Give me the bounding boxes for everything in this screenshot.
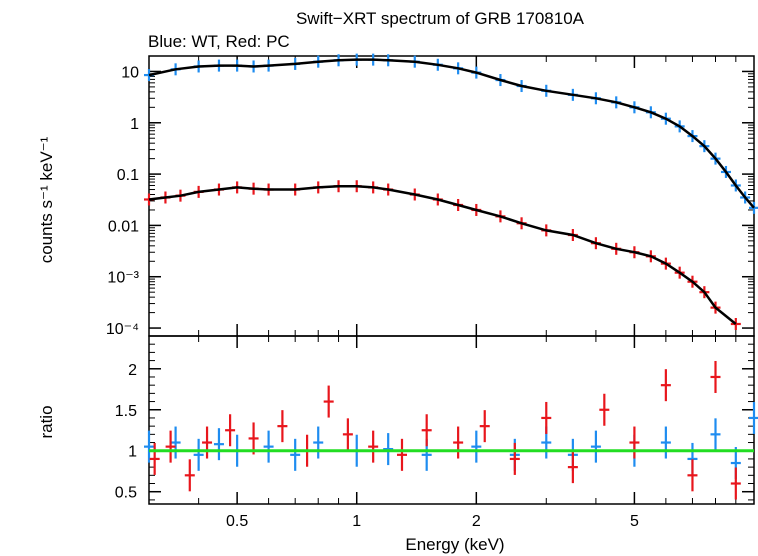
spectrum-y-axis-label: counts s⁻¹ keV⁻¹: [37, 136, 56, 263]
y-tick-label: 2: [128, 362, 137, 379]
y-tick-label: 10⁻³: [107, 270, 139, 287]
series-layer: [144, 53, 758, 500]
ticks-layer: 0.5 1 2 5 10⁻⁴ 10⁻³ 0.01 0.1 1 10 0.5 1 1.5 2: [106, 55, 754, 530]
model-curve: [148, 184, 737, 325]
ratio-y-axis-label: ratio: [37, 405, 56, 438]
y-tick-label: 1: [128, 444, 137, 461]
model-curve: [148, 58, 755, 209]
y-tick-label: 10⁻⁴: [106, 321, 139, 338]
y-tick-label: 1: [130, 116, 139, 133]
x-tick-label: 0.5: [226, 513, 248, 530]
ratio-panel-frame: [148, 335, 755, 505]
spectrum-panel-frame: [148, 55, 755, 337]
x-tick-label: 2: [472, 513, 481, 530]
y-tick-label: 1.5: [115, 403, 137, 420]
y-tick-label: 0.1: [117, 167, 139, 184]
model-layer: [148, 58, 755, 453]
y-tick-label: 10: [121, 64, 139, 81]
x-axis-label: Energy (keV): [405, 535, 504, 554]
x-tick-label: 1: [352, 513, 361, 530]
chart-subtitle: Blue: WT, Red: PC: [148, 32, 290, 51]
y-tick-label: 0.5: [115, 485, 137, 502]
x-tick-label: 5: [630, 513, 639, 530]
chart-title: Swift−XRT spectrum of GRB 170810A: [296, 9, 585, 28]
y-tick-label: 0.01: [108, 218, 139, 235]
